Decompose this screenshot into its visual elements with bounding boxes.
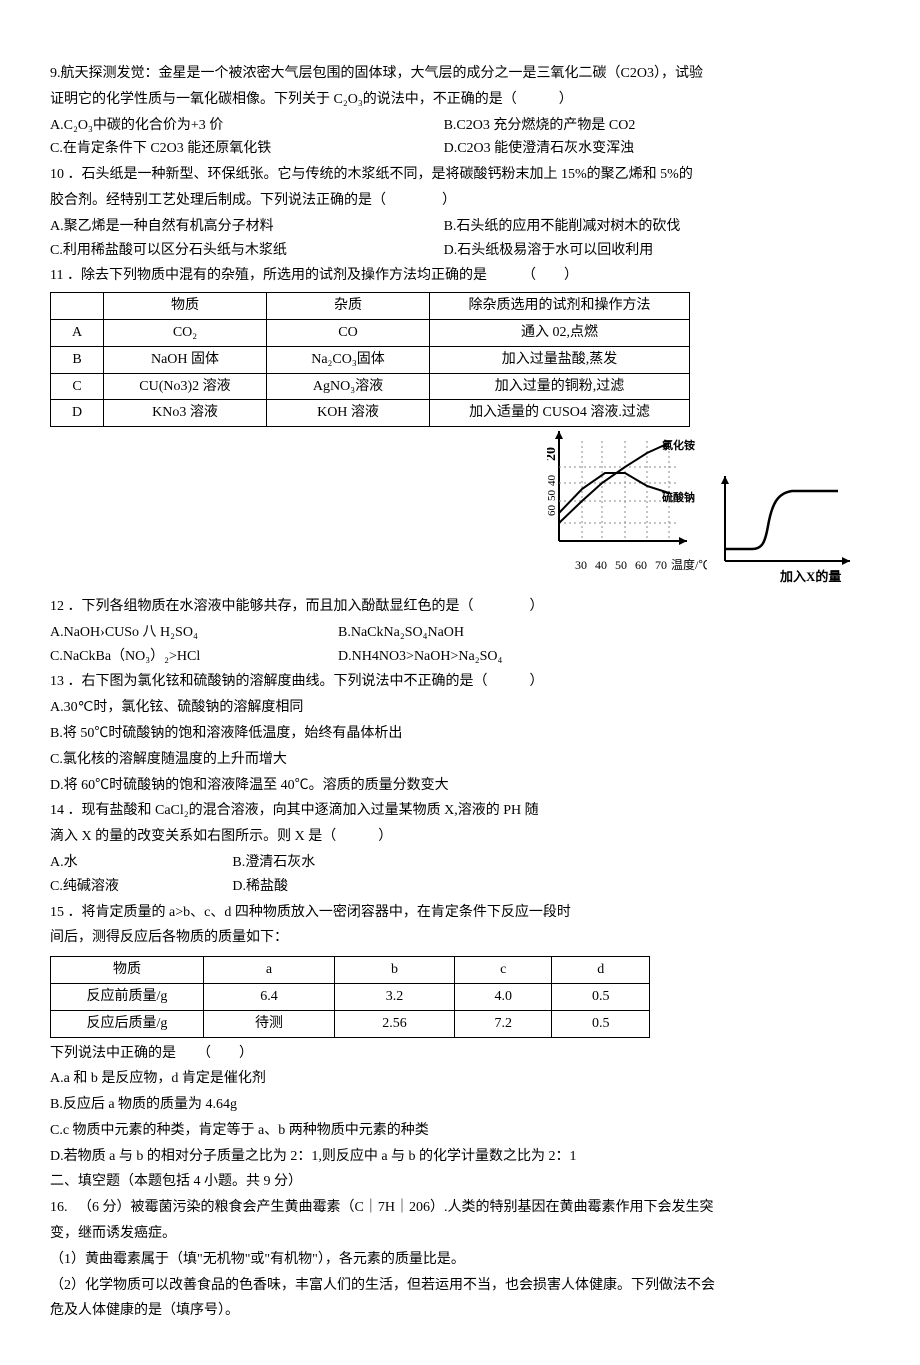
q11-cell: CO: [267, 319, 430, 346]
q10-option-c: C.利用稀盐酸可以区分石头纸与木浆纸: [50, 239, 444, 263]
q11-cell: KOH 溶液: [267, 400, 430, 427]
x-label: 加入X的量: [779, 569, 841, 584]
q11-stem: 11 ．除去下列物质中混有的杂殖，所选用的试剂及操作方法均正确的是 （ ）: [50, 264, 870, 288]
section2-heading: 二、填空题（本题包括 4 小题。共 9 分）: [50, 1170, 870, 1194]
q11-cell: 加入过量盐酸,蒸发: [430, 346, 690, 373]
q13-option-c: C.氯化核的溶解度随温度的上升而增大: [50, 748, 870, 772]
q11-cell: 加入适量的 CUSO4 溶液.过滤: [430, 400, 690, 427]
q15-th: 物质: [51, 957, 204, 984]
q12-option-c: C.NaCkBa（NO₃）₂>HCl: [50, 645, 338, 669]
q11-cell: 通入 02,点燃: [430, 319, 690, 346]
q16-stem-line2: 变，继而诱发癌症。: [50, 1222, 870, 1246]
q11-table: 物质 杂质 除杂质选用的试剂和操作方法 A CO₂ CO 通入 02,点燃 B …: [50, 292, 690, 427]
q13-solubility-chart: 氯化铵 硫酸钠 60 50 40 20 30 40 50 60 70 温度/℃: [547, 431, 707, 586]
q12-option-d: D.NH4NO3>NaOH>Na₂SO₄: [338, 645, 650, 669]
q15-th: b: [335, 957, 455, 984]
q11-th-1: 物质: [104, 293, 267, 320]
x-tick: 30: [575, 558, 587, 572]
q15-cell: 待测: [204, 1010, 335, 1037]
q9-option-b: B.C2O3 充分燃烧的产物是 CO2: [444, 114, 870, 138]
q16-sub2-line1: （2）化学物质可以改善食品的色香味，丰富人们的生活，但若运用不当，也会损害人体健…: [50, 1274, 870, 1298]
q10-option-a: A.聚乙烯是一种自然有机高分子材料: [50, 215, 444, 239]
q15-cell: 7.2: [454, 1010, 552, 1037]
q12-option-a: A.NaOH›CUSo 八 H₂SO₄: [50, 621, 338, 645]
q15-th: d: [552, 957, 650, 984]
q9-option-d: D.C2O3 能使澄清石灰水变浑浊: [444, 137, 870, 161]
q10-option-d: D.石头纸极易溶于水可以回收利用: [444, 239, 870, 263]
q11-cell: 加入过量的铜粉,过滤: [430, 373, 690, 400]
q15-option-d: D.若物质 a 与 b 的相对分子质量之比为 2：1,则反应中 a 与 b 的化…: [50, 1145, 870, 1169]
q16-sub2-line2: 危及人体健康的是（填序号）。: [50, 1299, 870, 1323]
x-tick: 50: [615, 558, 627, 572]
y-tick: 40: [547, 475, 558, 487]
q15-cell: 2.56: [335, 1010, 455, 1037]
q16-sub1: （1）黄曲霉素属于（填"无机物"或"有机物"），各元素的质量比是。: [50, 1248, 870, 1272]
q15-option-a: A.a 和 b 是反应物，d 肯定是催化剂: [50, 1067, 870, 1091]
q14-ph-chart: 加入X的量: [710, 471, 870, 586]
x-label: 温度/℃: [671, 557, 707, 572]
q10-option-b: B.石头纸的应用不能削减对树木的砍伐: [444, 215, 870, 239]
q15-option-b: B.反应后 a 物质的质量为 4.64g: [50, 1093, 870, 1117]
q11-cell: D: [51, 400, 104, 427]
x-tick: 60: [635, 558, 647, 572]
q14-stem-line2: 滴入 X 的量的改变关系如右图所示。则 X 是（ ）: [50, 825, 870, 849]
q14-option-b: B.澄清石灰水: [232, 851, 430, 875]
series2-label: 硫酸钠: [662, 490, 695, 504]
x-tick: 70: [655, 558, 667, 572]
q10-stem-line1: 10 ．石头纸是一种新型、环保纸张。它与传统的木浆纸不同，是将碳酸钙粉末加上 1…: [50, 163, 870, 187]
q11-th-2: 杂质: [267, 293, 430, 320]
y-tick: 50: [547, 490, 558, 502]
q15-option-c: C.c 物质中元素的种类，肯定等于 a、b 两种物质中元素的种类: [50, 1119, 870, 1143]
q15-cell: 反应前质量/g: [51, 983, 204, 1010]
q15-tail: 下列说法中正确的是 （ ）: [50, 1042, 870, 1066]
x-tick: 40: [595, 558, 607, 572]
q11-cell: B: [51, 346, 104, 373]
y-tick: 60: [547, 505, 558, 517]
q13-option-b: B.将 50℃时硫酸钠的饱和溶液降低温度，始终有晶体析出: [50, 722, 870, 746]
q15-cell: 6.4: [204, 983, 335, 1010]
q9-option-a: A.C₂O₃中碳的化合价为+3 价: [50, 114, 444, 138]
series1-label: 氯化铵: [662, 438, 695, 452]
q11-cell: C: [51, 373, 104, 400]
q14-option-c: C.纯碱溶液: [50, 875, 232, 899]
q9-stem-line1: 9.航天探测发觉：金星是一个被浓密大气层包围的固体球，大气层的成分之一是三氧化二…: [50, 62, 870, 86]
q15-cell: 4.0: [454, 983, 552, 1010]
q11-cell: KNo3 溶液: [104, 400, 267, 427]
q13-stem: 13 ．右下图为氯化铉和硫酸钠的溶解度曲线。下列说法中不正确的是（ ）: [50, 670, 870, 694]
q15-stem-line1: 15 ．将肯定质量的 a>b、c、d 四种物质放入一密闭容器中，在肯定条件下反应…: [50, 901, 870, 925]
q15-th: c: [454, 957, 552, 984]
q13-option-a: A.30℃时，氯化铉、硫酸钠的溶解度相同: [50, 696, 870, 720]
q15-stem-line2: 间后，测得反应后各物质的质量如下：: [50, 926, 870, 950]
q11-cell: Na₂CO₃固体: [267, 346, 430, 373]
q12-option-b: B.NaCkNa₂SO₄NaOH: [338, 621, 650, 645]
q11-th-3: 除杂质选用的试剂和操作方法: [430, 293, 690, 320]
y-tick: 20: [547, 447, 559, 461]
q15-cell: 反应后质量/g: [51, 1010, 204, 1037]
q14-option-d: D.稀盐酸: [232, 875, 430, 899]
q10-stem-line2: 胶合剂。经特别工艺处理后制成。下列说法正确的是（ ）: [50, 189, 870, 213]
q16-stem-line1: 16. （6 分）被霉菌污染的粮食会产生黄曲霉素（C｜7H｜206）.人类的特别…: [50, 1196, 870, 1220]
q13-option-d: D.将 60℃时硫酸钠的饱和溶液降温至 40℃。溶质的质量分数变大: [50, 774, 870, 798]
q15-th: a: [204, 957, 335, 984]
q14-stem-line1: 14 ．现有盐酸和 CaCl₂的混合溶液，向其中逐滴加入过量某物质 X,溶液的 …: [50, 799, 870, 823]
q11-cell: AgNO₃溶液: [267, 373, 430, 400]
q15-cell: 0.5: [552, 1010, 650, 1037]
q15-cell: 0.5: [552, 983, 650, 1010]
ph-curve: [725, 491, 838, 549]
q9-option-c: C.在肯定条件下 C2O3 能还原氧化铁: [50, 137, 444, 161]
q11-cell: NaOH 固体: [104, 346, 267, 373]
q11-cell: CU(No3)2 溶液: [104, 373, 267, 400]
q15-table: 物质 a b c d 反应前质量/g 6.4 3.2 4.0 0.5 反应后质量…: [50, 956, 650, 1037]
q11-th-0: [51, 293, 104, 320]
q11-cell: A: [51, 319, 104, 346]
q14-option-a: A.水: [50, 851, 232, 875]
q11-cell: CO₂: [104, 319, 267, 346]
q9-stem-line2: 证明它的化学性质与一氧化碳相像。下列关于 C₂O₃的说法中，不正确的是（ ）: [50, 88, 870, 112]
q15-cell: 3.2: [335, 983, 455, 1010]
